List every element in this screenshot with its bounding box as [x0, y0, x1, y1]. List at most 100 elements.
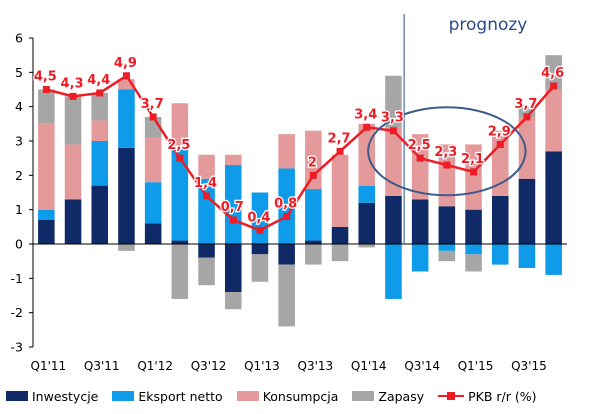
bar-eksport-netto-q4-12: [224, 165, 242, 244]
gdp-point-q4-13: [336, 147, 344, 155]
gdp-label-q4-13: 2,7: [328, 131, 351, 146]
y-tick-label: -2: [11, 305, 23, 320]
gdp-label-q3-15: 3,7: [514, 97, 537, 112]
bar-zapasy-q1-11: [38, 89, 55, 124]
gdp-label-q2-14: 3,3: [381, 111, 404, 126]
bar-zapasy-q1-15: [465, 254, 482, 272]
forecast-label: prognozy: [449, 15, 528, 35]
bar-eksport-netto-q3-14: [411, 244, 429, 272]
y-tick-label: 1: [15, 202, 23, 217]
gdp-label-q4-11: 4,9: [114, 56, 137, 71]
gdp-point-q1-14: [363, 123, 371, 131]
y-tick-label: 4: [15, 99, 23, 114]
gdp-point-q4-14: [443, 161, 451, 169]
gdp-label-q2-15: 2,9: [488, 124, 511, 139]
gdp-label-q3-13: 2: [308, 155, 317, 170]
bar-eksport-netto-q3-15: [518, 244, 536, 269]
forecast-marker: prognozy: [403, 14, 528, 244]
legend-item-pkb: PKB r/r (%): [438, 389, 537, 404]
legend-swatch-inwestycje: [6, 391, 28, 401]
gdp-point-q3-14: [416, 154, 424, 162]
bar-inwestycje-q2-11: [64, 199, 82, 244]
bar-zapasy-q1-14: [358, 244, 376, 248]
gdp-label-q4-12: 0,7: [221, 200, 244, 215]
gdp-point-q2-11: [69, 92, 77, 100]
bar-eksport-netto-q3-13: [305, 189, 322, 241]
bar-zapasy-q3-12: [198, 257, 215, 286]
y-tick-label: -3: [11, 340, 23, 355]
bar-zapasy-q4-11: [118, 244, 135, 251]
x-tick-label-q3-14: Q3'14: [404, 359, 440, 373]
bar-konsumpcja-q1-12: [144, 137, 162, 183]
highlight-ellipse: [367, 106, 527, 197]
gdp-point-q1-11: [42, 86, 50, 93]
gdp-data-labels: 4,5 4,3 4,4 4,9 3,7 2,5 1,4 0,70,4 0,8 2 2,73,4 3,3…: [33, 55, 566, 227]
legend-label-konsumpcja: Konsumpcja: [262, 388, 339, 404]
bar-inwestycje-q3-15: [518, 178, 536, 244]
gdp-line: [42, 72, 558, 234]
legend-label-eksport-netto: Eksport netto: [138, 388, 223, 404]
bar-inwestycje-q1-11: [38, 219, 55, 244]
y-axis: -3 -2 -1 0 1 2 3 4 5 6: [11, 31, 33, 355]
bar-zapasy-q3-13: [305, 244, 322, 265]
gdp-label-q3-11: 4,4: [87, 73, 110, 88]
gdp-label-q3-12: 1,4: [194, 176, 217, 191]
bar-inwestycje-q3-12: [198, 244, 215, 258]
bar-inwestycje-q2-14: [385, 195, 402, 244]
bar-eksport-netto-q2-14: [385, 244, 402, 299]
bar-eksport-netto-q2-12: [171, 147, 189, 241]
gdp-point-q2-13: [283, 213, 291, 221]
bar-konsumpcja-q4-12: [224, 154, 242, 166]
x-tick-label-q3-11: Q3'11: [84, 359, 120, 373]
bar-konsumpcja-q2-13: [278, 134, 295, 169]
bar-inwestycje-q1-12: [144, 223, 162, 244]
legend-swatch-konsumpcja: [236, 391, 259, 401]
bar-zapasy-q2-13: [278, 264, 295, 327]
bar-inwestycje-q2-15: [491, 195, 509, 244]
bar-konsumpcja-q4-13: [331, 154, 349, 227]
bar-zapasy-q3-11: [91, 92, 109, 121]
bar-konsumpcja-q2-14: [385, 127, 402, 196]
y-tick-label: 6: [15, 31, 23, 46]
bar-inwestycje-q4-15: [545, 151, 562, 244]
legend-item-konsumpcja: Konsumpcja: [236, 388, 339, 404]
legend-swatch-eksport-netto: [112, 391, 135, 401]
bars: [38, 55, 562, 327]
bar-inwestycje-q3-13: [305, 240, 322, 244]
bar-konsumpcja-q4-14: [438, 144, 456, 207]
gdp-point-q1-15: [470, 168, 478, 176]
gdp-point-q3-11: [96, 89, 104, 97]
x-tick-label-q1-15: Q1'15: [458, 359, 494, 373]
bar-inwestycje-q1-13: [251, 244, 269, 255]
legend-item-eksport-netto: Eksport netto: [112, 388, 223, 404]
x-tick-label-q1-13: Q1'13: [244, 359, 280, 373]
bar-inwestycje-q4-11: [118, 147, 135, 244]
legend: Inwestycje Eksport netto Konsumpcja Zapa…: [6, 386, 596, 406]
gdp-line-path: [46, 74, 555, 232]
bar-konsumpcja-q1-11: [38, 123, 55, 210]
bar-konsumpcja-q3-14: [411, 134, 429, 200]
bar-zapasy-q2-12: [171, 244, 189, 299]
gdp-point-q2-14: [389, 127, 397, 135]
legend-label-inwestycje: Inwestycje: [32, 388, 99, 404]
bar-eksport-netto-q1-11: [38, 209, 55, 220]
gdp-label-q1-15: 2,1: [461, 152, 484, 167]
bar-konsumpcja-q2-12: [171, 103, 189, 148]
x-tick-label-q3-13: Q3'13: [298, 359, 334, 373]
bar-zapasy-q2-11: [64, 96, 82, 145]
bar-inwestycje-q2-12: [171, 240, 189, 244]
y-tick-label: -1: [11, 271, 23, 286]
legend-item-inwestycje: Inwestycje: [6, 389, 98, 404]
bar-konsumpcja-q3-13: [305, 130, 322, 190]
bar-konsumpcja-q2-11: [64, 144, 82, 200]
bar-zapasy-q3-15: [518, 106, 536, 117]
bar-zapasy-q1-13: [251, 254, 269, 282]
y-tick-label: 2: [15, 168, 23, 183]
gdp-point-q1-12: [149, 113, 157, 121]
gdp-label-q4-14: 2,3: [434, 145, 457, 160]
bar-konsumpcja-q4-15: [545, 89, 562, 152]
bar-inwestycje-q4-13: [331, 226, 349, 244]
gdp-point-q3-13: [309, 171, 317, 179]
bar-zapasy-q4-12: [224, 292, 242, 310]
